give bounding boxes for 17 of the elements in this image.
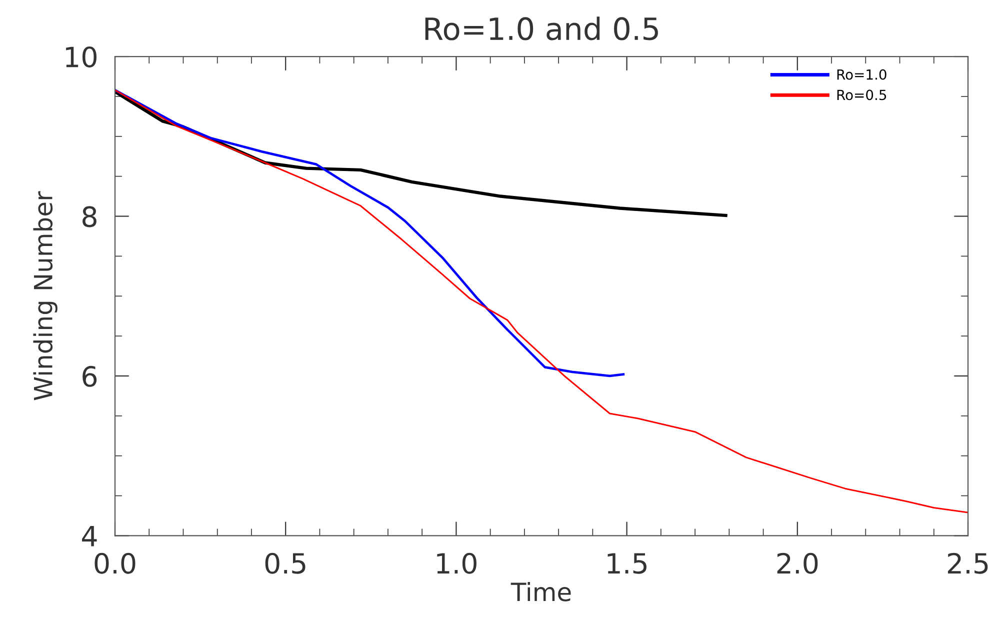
line-series	[115, 88, 625, 378]
line-series	[115, 89, 968, 514]
legend-label: Ro=1.0	[837, 69, 886, 80]
x-tick-label: 1.0	[437, 552, 476, 574]
x-tick-label: 0.5	[265, 552, 306, 574]
y-tick-label: 6	[82, 366, 97, 387]
legend-label: Ro=0.5	[837, 90, 886, 100]
x-axis-title: Time	[510, 582, 571, 602]
x-tick-label: 2.0	[777, 552, 818, 574]
y-tick-label: 8	[82, 206, 96, 228]
y-axis-title: Winding Number	[33, 191, 58, 400]
x-tick-label: 1.5	[608, 553, 646, 574]
x-tick-label: 2.5	[948, 552, 988, 574]
x-tick-label: 0.0	[94, 552, 136, 574]
y-tick-label: 10	[66, 46, 96, 68]
y-tick-label: 4	[82, 526, 97, 546]
chart-title: Ro=1.0 and 0.5	[425, 16, 658, 40]
